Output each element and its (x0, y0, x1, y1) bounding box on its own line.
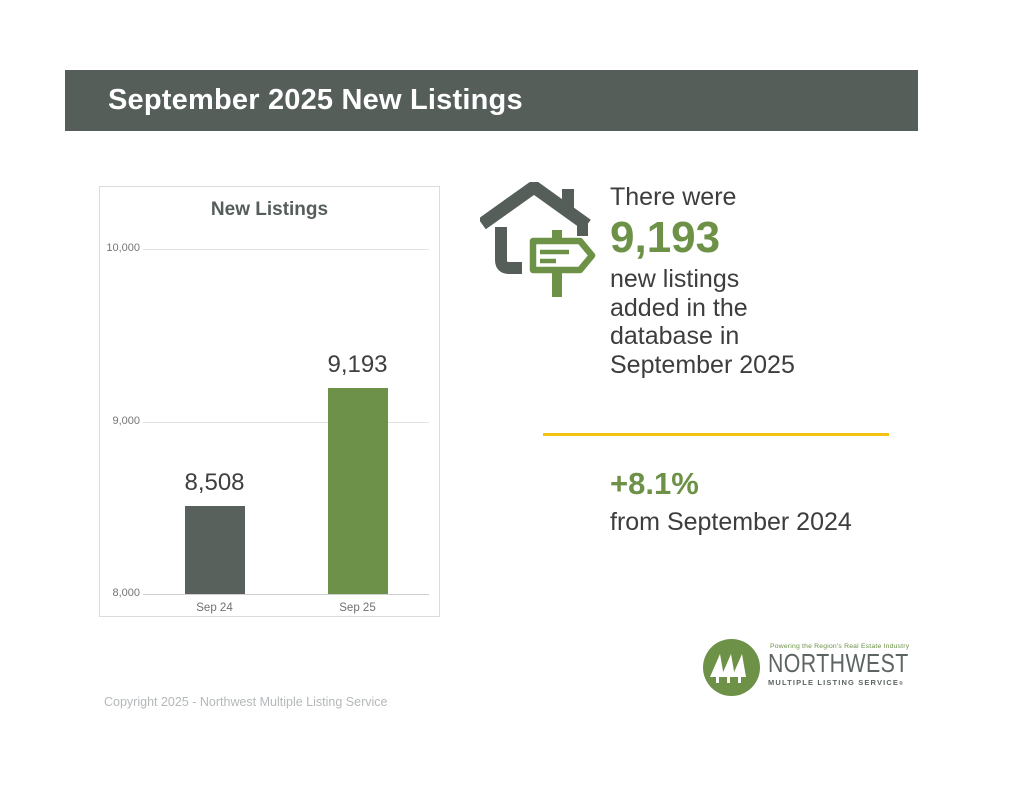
bar-sep-24 (184, 506, 245, 594)
highlight-text-block: There were 9,193 new listings added in t… (610, 183, 910, 379)
highlight-description-line: new listings (610, 265, 740, 293)
change-block: +8.1% from September 2024 (610, 467, 852, 537)
logo-subtitle-text: MULTIPLE LISTING SERVICE (768, 678, 900, 687)
header-bar: September 2025 New Listings (65, 70, 918, 131)
nwmls-logo: Powering the Region's Real Estate Indust… (703, 639, 940, 701)
y-axis-tick-label: 9,000 (112, 414, 140, 427)
highlight-description-line: database in (610, 322, 740, 350)
x-axis-category-label: Sep 25 (339, 602, 376, 614)
registered-mark: ® (899, 681, 903, 687)
change-value: +8.1% (610, 466, 699, 501)
chart-panel: New Listings 8,000 9,000 10,000 8,508 Sep 24… (99, 186, 440, 617)
highlight-description: new listings added in the database in Se… (610, 265, 910, 379)
y-axis-tick-label: 10,000 (106, 242, 140, 254)
highlight-description-line: added in the (610, 293, 748, 322)
change-caption: from September 2024 (610, 508, 852, 536)
x-axis-category-label: Sep 24 (196, 602, 233, 614)
gridline (143, 594, 429, 595)
bar-value-label: 8,508 (184, 469, 245, 497)
yellow-divider (543, 433, 889, 436)
gridline (143, 249, 429, 250)
chart-title: New Listings (210, 199, 329, 220)
highlight-intro: There were (610, 183, 737, 211)
logo-name: NORTHWEST (768, 648, 909, 678)
copyright-text: Copyright 2025 - Northwest Multiple List… (104, 695, 388, 709)
gridline (143, 421, 429, 423)
highlight-value: 9,193 (610, 213, 721, 262)
logo-text: Powering the Region's Real Estate Indust… (768, 641, 940, 701)
logo-tagline: Powering the Region's Real Estate Indust… (770, 643, 910, 650)
bar-value-label: 9,193 (327, 351, 388, 379)
house-with-signpost-icon (478, 179, 602, 304)
y-axis-tick-label: 8,000 (112, 587, 140, 599)
bar-sep-25 (327, 388, 388, 594)
chart-plot-area: 8,000 9,000 10,000 8,508 Sep 24 9,193 Sep 25 (100, 187, 439, 616)
highlight-description-line: September 2025 (610, 350, 795, 379)
page-title: September 2025 New Listings (108, 84, 523, 116)
pine-trees-logo-icon (703, 639, 760, 701)
logo-subtitle: MULTIPLE LISTING SERVICE® (768, 678, 940, 687)
